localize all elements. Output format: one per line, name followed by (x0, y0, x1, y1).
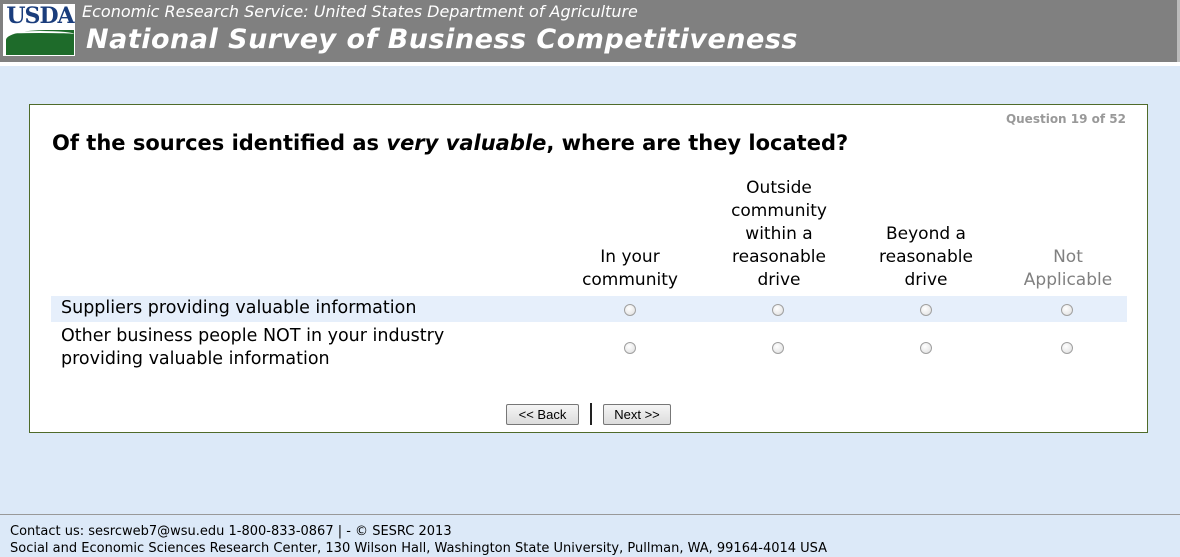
radio-reasonable-drive[interactable] (772, 342, 784, 354)
radio-reasonable-drive[interactable] (772, 304, 784, 316)
column-header-not-applicable: Not Applicable (1023, 247, 1113, 290)
radio-beyond-drive[interactable] (920, 304, 932, 316)
row-label: Suppliers providing valuable information (61, 298, 417, 318)
footer-contact: Contact us: sesrcweb7@wsu.edu 1-800-833-… (10, 524, 452, 539)
next-button[interactable]: Next >> (603, 404, 671, 425)
column-header-reasonable-drive: Outside community within a reasonable dr… (731, 178, 827, 290)
question-text: Of the sources identified as very valuab… (52, 131, 849, 155)
footer-address: Social and Economic Sciences Research Ce… (10, 541, 828, 556)
table-row: Other business people NOT in your indust… (51, 322, 1127, 372)
radio-beyond-drive[interactable] (920, 342, 932, 354)
radio-not-applicable[interactable] (1061, 342, 1073, 354)
back-button[interactable]: << Back (506, 404, 579, 425)
column-header-in-community: In your community (582, 247, 678, 290)
radio-not-applicable[interactable] (1061, 304, 1073, 316)
site-header: USDA Economic Research Service: United S… (0, 0, 1180, 62)
radio-in-community[interactable] (624, 342, 636, 354)
header-subtitle: Economic Research Service: United States… (82, 2, 638, 21)
radio-in-community[interactable] (624, 304, 636, 316)
column-header-beyond-drive: Beyond a reasonable drive (879, 224, 973, 290)
question-counter: Question 19 of 52 (1005, 112, 1126, 126)
header-title: National Survey of Business Competitiven… (86, 24, 798, 55)
row-label: Other business people NOT in your indust… (61, 326, 445, 369)
table-row: Suppliers providing valuable information (51, 296, 1127, 322)
question-card: Question 19 of 52 Of the sources identif… (29, 104, 1148, 433)
divider (590, 403, 592, 425)
footer: Contact us: sesrcweb7@wsu.edu 1-800-833-… (10, 523, 827, 557)
usda-logo: USDA (3, 3, 75, 56)
